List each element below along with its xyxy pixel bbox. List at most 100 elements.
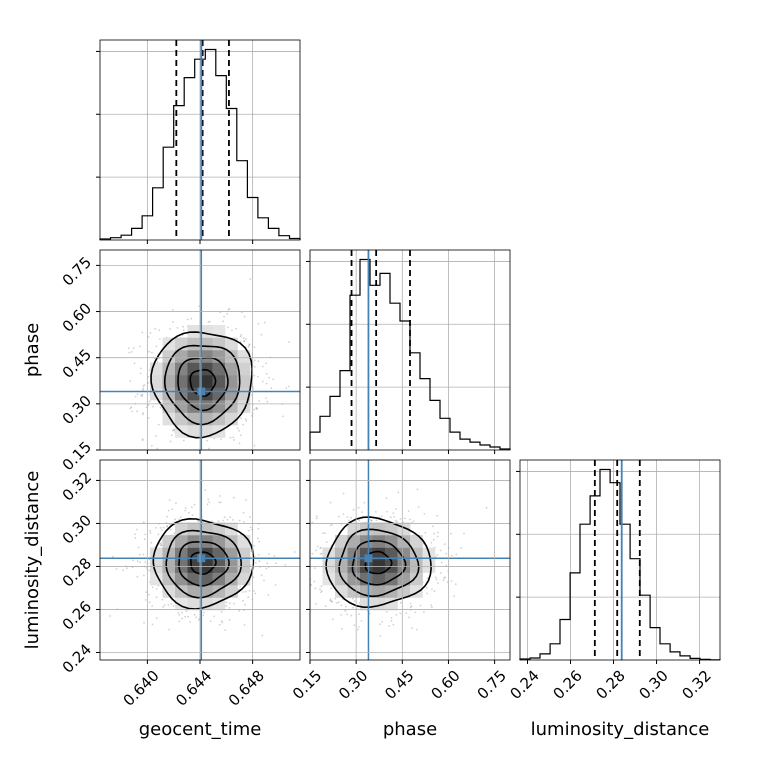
sample-point xyxy=(403,517,406,520)
sample-point xyxy=(130,406,133,409)
sample-point xyxy=(275,562,278,565)
sample-point xyxy=(197,619,200,621)
sample-point xyxy=(439,549,442,552)
sample-point xyxy=(229,516,232,519)
sample-point xyxy=(155,526,157,529)
x-axis-label-geocent-time: geocent_time xyxy=(139,719,262,740)
sample-point xyxy=(172,429,174,432)
sample-point xyxy=(268,376,270,379)
sample-point xyxy=(261,634,264,637)
density-cell xyxy=(225,362,238,376)
sample-point xyxy=(231,329,233,332)
sample-point xyxy=(191,514,194,517)
x-tick-label-luminosity-distance: 0.32 xyxy=(679,667,715,703)
sample-point xyxy=(127,347,130,349)
sample-point xyxy=(261,380,264,383)
sample-point xyxy=(170,603,173,605)
sample-point xyxy=(248,344,251,347)
y-tick-label-phase: 0.30 xyxy=(59,392,95,428)
sample-point xyxy=(307,583,309,585)
sample-point xyxy=(437,582,439,584)
sample-point xyxy=(213,615,216,618)
sample-point xyxy=(361,511,363,513)
sample-point xyxy=(131,410,134,413)
sample-point xyxy=(209,620,212,623)
sample-point xyxy=(159,544,162,547)
x-tick-label-phase: 0.45 xyxy=(381,667,417,703)
sample-point xyxy=(148,558,151,561)
sample-point xyxy=(434,576,437,579)
sample-point xyxy=(237,412,240,415)
sample-point xyxy=(390,617,393,619)
sample-point xyxy=(344,605,347,608)
sample-point xyxy=(142,521,145,524)
sample-point xyxy=(388,624,391,627)
sample-point xyxy=(335,601,338,604)
density-cell xyxy=(397,535,411,548)
x-tick-label-phase: 0.75 xyxy=(474,667,510,703)
sample-point xyxy=(187,615,189,618)
sample-point xyxy=(190,317,193,320)
sample-point xyxy=(329,501,332,504)
sample-point xyxy=(184,509,187,512)
sample-point xyxy=(385,611,388,613)
density-cell xyxy=(150,572,163,586)
sample-point xyxy=(348,519,350,522)
density-cell xyxy=(162,535,176,548)
sample-point xyxy=(244,590,247,593)
sample-point xyxy=(206,503,209,506)
contour-line xyxy=(163,344,241,426)
sample-point xyxy=(147,417,150,419)
sample-point xyxy=(257,553,260,556)
sample-point xyxy=(242,337,245,340)
density-cell xyxy=(150,375,163,388)
sample-point xyxy=(240,417,243,420)
density-cell xyxy=(187,350,201,363)
sample-point xyxy=(257,322,260,325)
sample-point xyxy=(149,332,152,334)
truth-marker xyxy=(364,554,373,563)
sample-point xyxy=(208,447,210,450)
sample-point xyxy=(433,532,435,535)
sample-point xyxy=(338,515,340,518)
density-cell xyxy=(175,412,188,426)
sample-point xyxy=(166,515,169,518)
sample-point xyxy=(238,442,241,445)
sample-point xyxy=(156,361,159,363)
sample-point xyxy=(260,574,263,577)
sample-point xyxy=(346,613,348,616)
sample-point xyxy=(432,538,435,541)
sample-point xyxy=(237,588,240,591)
sample-point xyxy=(437,531,439,534)
density-cell xyxy=(225,350,238,363)
sample-point xyxy=(390,619,393,622)
x-tick-label-geocent-time: 0.640 xyxy=(120,667,163,710)
sample-point xyxy=(220,438,222,441)
density-cell xyxy=(187,597,201,611)
sample-point xyxy=(161,598,164,601)
sample-point xyxy=(353,624,356,626)
sample-point xyxy=(159,527,162,529)
sample-point xyxy=(157,423,160,426)
sample-point xyxy=(258,540,261,543)
sample-point xyxy=(257,360,260,363)
sample-point xyxy=(334,597,337,600)
histogram-phase xyxy=(309,258,511,450)
sample-point xyxy=(157,533,160,536)
x-axis-label-luminosity-distance: luminosity_distance xyxy=(531,719,710,740)
sample-point xyxy=(424,531,427,534)
x-tick-label-geocent-time: 0.648 xyxy=(225,667,268,710)
sample-point xyxy=(151,605,154,607)
sample-point xyxy=(315,602,317,605)
sample-point xyxy=(184,615,187,618)
sample-point xyxy=(172,605,175,607)
sample-point xyxy=(410,605,413,608)
sample-point xyxy=(265,397,267,399)
sample-point xyxy=(288,385,290,388)
sample-point xyxy=(353,600,356,602)
density-cell xyxy=(372,572,386,586)
sample-point xyxy=(261,365,264,368)
sample-point xyxy=(136,575,139,578)
density-layer xyxy=(100,250,510,660)
sample-point xyxy=(220,610,223,613)
